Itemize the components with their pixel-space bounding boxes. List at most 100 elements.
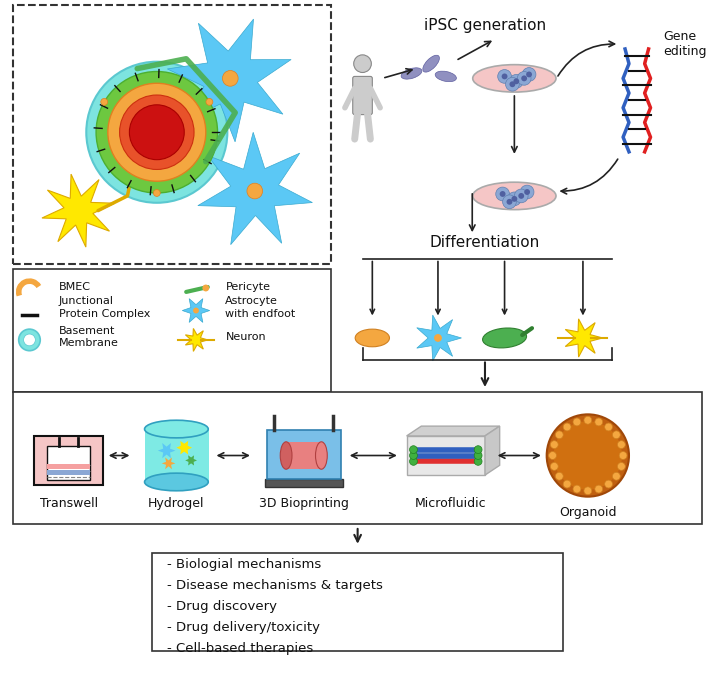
Circle shape [521, 185, 534, 199]
Polygon shape [158, 443, 176, 458]
Circle shape [434, 334, 442, 342]
Ellipse shape [473, 182, 556, 210]
Polygon shape [485, 426, 500, 475]
Text: BMEC: BMEC [59, 282, 91, 292]
Circle shape [554, 421, 622, 490]
Circle shape [549, 452, 557, 460]
Circle shape [474, 445, 482, 454]
Circle shape [130, 105, 184, 160]
Polygon shape [182, 298, 210, 323]
Circle shape [555, 431, 563, 439]
Circle shape [503, 195, 516, 209]
Circle shape [546, 414, 629, 497]
Polygon shape [407, 436, 485, 475]
FancyBboxPatch shape [35, 436, 103, 485]
Ellipse shape [482, 328, 526, 348]
Circle shape [550, 441, 558, 449]
Bar [286, 442, 321, 469]
Circle shape [605, 480, 613, 488]
Text: Junctional
Protein Complex: Junctional Protein Complex [59, 296, 150, 319]
Polygon shape [198, 132, 312, 245]
Circle shape [354, 55, 372, 73]
Text: 3D Bioprinting: 3D Bioprinting [258, 497, 348, 510]
Circle shape [508, 192, 521, 205]
Circle shape [618, 462, 625, 471]
Ellipse shape [435, 71, 456, 81]
Bar [264, 479, 343, 487]
Circle shape [202, 285, 210, 292]
Text: Pericyte: Pericyte [225, 282, 271, 292]
Circle shape [563, 480, 571, 488]
Circle shape [507, 199, 513, 205]
Polygon shape [167, 19, 291, 142]
Ellipse shape [473, 64, 556, 92]
Circle shape [193, 308, 199, 313]
FancyBboxPatch shape [13, 5, 331, 264]
Polygon shape [565, 319, 603, 357]
Circle shape [584, 416, 592, 424]
Circle shape [502, 73, 508, 79]
Circle shape [410, 452, 418, 460]
Text: Transwell: Transwell [40, 497, 98, 510]
Circle shape [108, 83, 206, 181]
Circle shape [101, 98, 108, 105]
Circle shape [222, 71, 238, 86]
Circle shape [498, 70, 511, 83]
FancyBboxPatch shape [47, 445, 90, 480]
Text: Astrocyte
with endfoot: Astrocyte with endfoot [225, 296, 296, 319]
Circle shape [500, 191, 505, 197]
Circle shape [613, 473, 621, 480]
Circle shape [619, 452, 627, 460]
Ellipse shape [401, 68, 422, 79]
Circle shape [120, 95, 194, 170]
Text: Neuron: Neuron [225, 332, 266, 342]
Circle shape [524, 189, 530, 195]
Circle shape [86, 62, 228, 203]
Circle shape [573, 418, 581, 426]
Circle shape [410, 445, 418, 454]
Bar [47, 464, 90, 469]
Circle shape [526, 71, 532, 77]
Circle shape [555, 473, 563, 480]
Polygon shape [162, 458, 176, 469]
Bar [13, 392, 703, 524]
Circle shape [618, 441, 625, 449]
Polygon shape [186, 328, 208, 351]
Circle shape [605, 423, 613, 431]
Polygon shape [407, 426, 500, 436]
Ellipse shape [355, 329, 390, 346]
Text: - Biologial mechanisms
- Disease mechanisms & targets
- Drug discovery
- Drug de: - Biologial mechanisms - Disease mechani… [166, 559, 382, 656]
FancyBboxPatch shape [266, 430, 341, 479]
Ellipse shape [145, 420, 208, 438]
Ellipse shape [315, 442, 328, 469]
Circle shape [510, 81, 516, 87]
Bar [13, 269, 331, 392]
Circle shape [517, 71, 531, 85]
Polygon shape [185, 456, 197, 466]
Text: Basement
Membrane: Basement Membrane [59, 325, 119, 348]
Circle shape [410, 458, 418, 465]
Circle shape [474, 458, 482, 465]
Text: Microfluidic: Microfluidic [415, 497, 487, 510]
Circle shape [510, 75, 523, 88]
Circle shape [595, 418, 603, 426]
Text: Hydrogel: Hydrogel [148, 497, 204, 510]
Circle shape [518, 193, 524, 199]
Circle shape [573, 485, 581, 493]
Circle shape [522, 68, 536, 81]
Circle shape [521, 75, 527, 81]
Bar [47, 471, 90, 475]
FancyBboxPatch shape [353, 77, 372, 115]
Circle shape [153, 190, 161, 197]
Text: Organoid: Organoid [559, 506, 616, 519]
Polygon shape [176, 441, 192, 454]
Circle shape [613, 431, 621, 439]
Text: iPSC generation: iPSC generation [424, 18, 546, 33]
Circle shape [511, 196, 517, 202]
Ellipse shape [423, 55, 439, 72]
Circle shape [550, 462, 558, 471]
Circle shape [24, 334, 35, 346]
Bar [145, 428, 209, 482]
Circle shape [206, 98, 213, 105]
Circle shape [505, 77, 519, 91]
